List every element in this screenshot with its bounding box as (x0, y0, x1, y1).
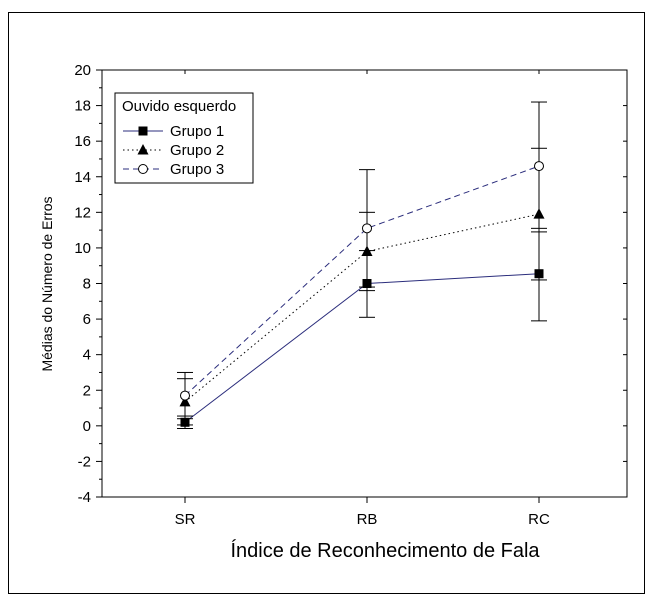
x-axis-title: Índice de Reconhecimento de Fala (230, 539, 540, 562)
legend-label: Grupo 3 (170, 161, 224, 178)
x-tick-label: SR (175, 511, 196, 528)
triangle-marker (137, 144, 149, 155)
series-layer (177, 101, 547, 430)
y-tick-label: 12 (74, 204, 91, 221)
y-tick-label: -2 (78, 453, 91, 470)
x-tick-label: RB (357, 511, 378, 528)
series-line (184, 273, 540, 423)
axes: -4 -2 0 2 4 6 8 10 12 14 16 18 20 SR RB RC (74, 62, 628, 528)
circle-marker (138, 164, 148, 174)
x-tick-label: RC (528, 511, 550, 528)
circle-marker (362, 223, 372, 234)
y-tick-label: 2 (83, 382, 91, 399)
y-axis-title: Médias do Número de Erros (39, 196, 55, 371)
y-tick-label: 4 (83, 347, 91, 364)
y-tick-label: 6 (83, 311, 91, 328)
circle-marker (534, 161, 544, 172)
legend-title: Ouvido esquerdo (122, 98, 236, 115)
series-3 (177, 101, 547, 420)
y-tick-label: 18 (74, 98, 91, 115)
square-marker (138, 126, 148, 136)
y-tick-label: 16 (74, 133, 91, 150)
y-tick-label: 14 (74, 169, 91, 186)
y-tick-label: 20 (74, 62, 91, 79)
y-tick-label: 8 (83, 276, 91, 293)
legend: Ouvido esquerdo Grupo 1 Grupo 2 Grupo 3 (114, 92, 254, 184)
y-tick-label: 0 (83, 418, 91, 435)
legend-box (114, 92, 254, 184)
y-tick-label: -4 (78, 489, 91, 506)
y-tick-label: 10 (74, 240, 91, 257)
series-line (184, 165, 540, 396)
series-1 (177, 227, 547, 430)
legend-label: Grupo 1 (170, 123, 224, 140)
series-line (184, 213, 540, 403)
legend-label: Grupo 2 (170, 142, 224, 159)
circle-marker (180, 390, 190, 401)
